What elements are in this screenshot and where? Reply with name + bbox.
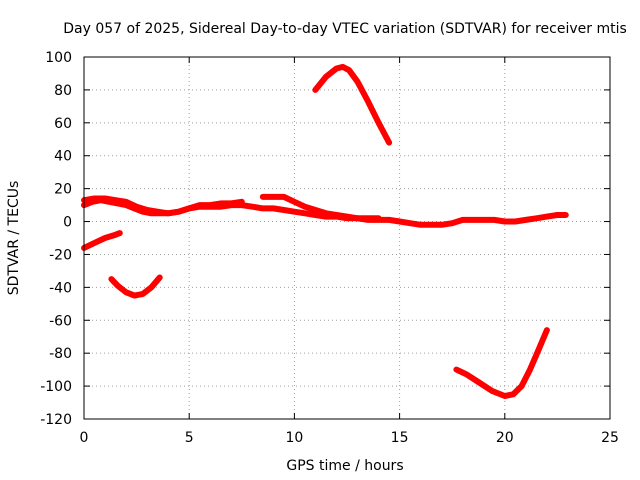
x-axis-label: GPS time / hours <box>286 458 403 474</box>
y-tick-label: 60 <box>54 116 72 132</box>
y-tick-label: -80 <box>49 346 72 362</box>
x-tick-label: 20 <box>496 430 514 446</box>
y-tick-label: 40 <box>54 149 72 165</box>
series-layer <box>81 63 569 399</box>
y-tick-label: 20 <box>54 182 72 198</box>
series-line-arc-a <box>81 230 123 251</box>
series-line-arc-upper-morning <box>81 195 245 217</box>
y-tick-label: -20 <box>49 247 72 263</box>
x-tick-label: 10 <box>285 430 303 446</box>
y-tick-label: -120 <box>40 412 72 428</box>
series-line-arc-b <box>108 274 163 299</box>
x-tick-label: 0 <box>80 430 89 446</box>
series-line-arc-d <box>453 327 550 399</box>
x-tick-label: 25 <box>601 430 619 446</box>
tick-layer: -120 -100 -80 -60 -40 -20 0 20 40 60 80 100 0 5 10 15 20… <box>40 50 619 446</box>
y-axis-label: SDTVAR / TECUs <box>6 181 22 296</box>
y-tick-label: 100 <box>45 50 72 66</box>
series-line-arc-upper-midday <box>259 193 382 222</box>
y-tick-label: 0 <box>63 215 72 231</box>
x-tick-label: 5 <box>185 430 194 446</box>
x-tick-label: 15 <box>391 430 409 446</box>
chart-title: Day 057 of 2025, Sidereal Day-to-day VTE… <box>63 21 627 37</box>
plot-frame <box>83 56 611 420</box>
series-line-arc-c <box>312 63 393 146</box>
y-tick-label: -40 <box>49 280 72 296</box>
y-tick-label: -60 <box>49 313 72 329</box>
y-tick-label: -100 <box>40 379 72 395</box>
y-tick-label: 80 <box>54 83 72 99</box>
grid-layer <box>84 57 610 419</box>
